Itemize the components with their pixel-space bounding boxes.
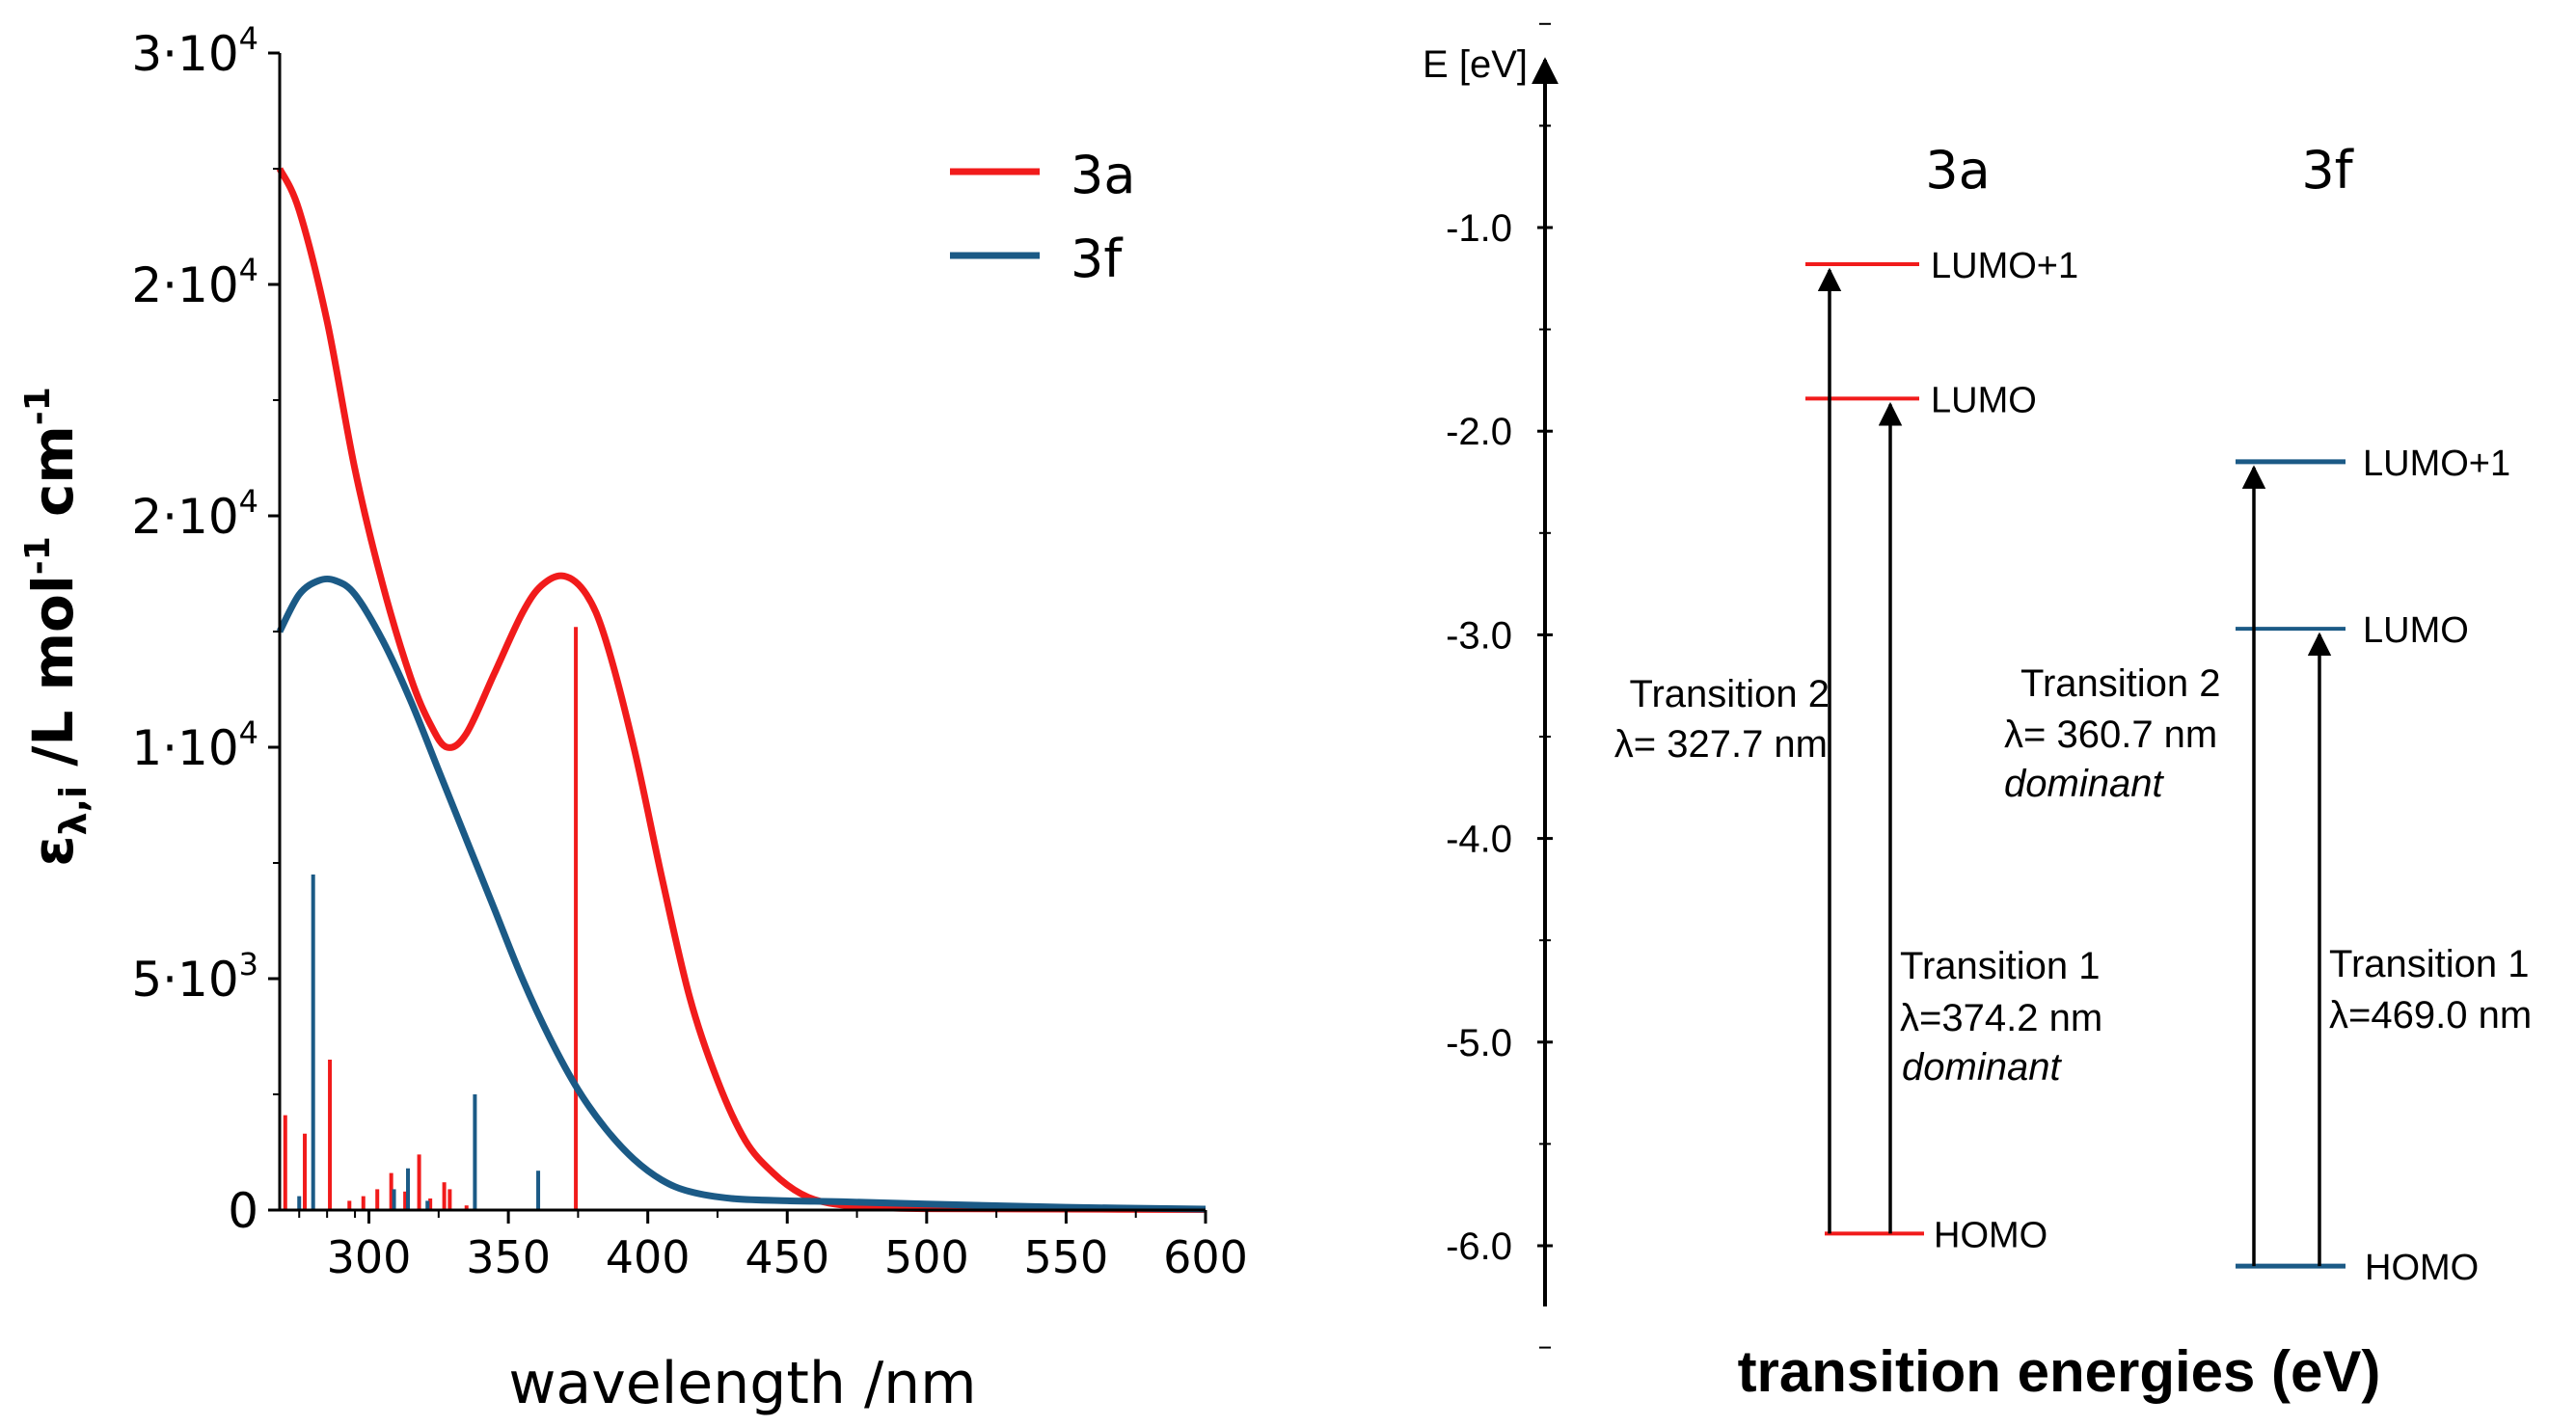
curve-3f — [276, 575, 1207, 1213]
level-label-3a-lumo1: LUMO+1 — [1931, 246, 2078, 286]
y-label-cm: cm — [20, 425, 86, 536]
x-tick-label-5: 550 — [1024, 1231, 1109, 1283]
x-axis-label: wavelength /nm — [508, 1350, 976, 1417]
label-3a-t1-wavelength: λ=374.2 nm — [1900, 997, 2102, 1039]
legend: 3a 3f — [950, 145, 1135, 289]
label-3f-t2-note: dominant — [2004, 763, 2164, 805]
molecule-title-3a: 3a — [1925, 140, 1990, 201]
x-tick-label-0: 300 — [327, 1231, 412, 1283]
label-3a-t2-wavelength: λ= 327.7 nm — [1614, 723, 1828, 766]
energy-tick-label-4: -5.0 — [1446, 1022, 1512, 1064]
y-tick-label-2: 1·104 — [131, 714, 258, 776]
levels-3f: LUMO+1 LUMO HOMO — [2236, 444, 2510, 1288]
label-3f-t1-name: Transition 1 — [2329, 943, 2530, 985]
levels-3a: LUMO+1 LUMO HOMO — [1805, 246, 2078, 1255]
level-label-3f-homo: HOMO — [2365, 1248, 2479, 1288]
y-label-exp1: -1 — [18, 536, 58, 575]
x-ticks: 300 350 400 450 500 550 600 — [298, 1210, 1248, 1283]
label-3a-t1-note: dominant — [1902, 1046, 2062, 1089]
x-tick-label-6: 600 — [1163, 1231, 1248, 1283]
y-label-epsilon: ε — [20, 835, 86, 866]
energy-ticks: -1.0 -2.0 -3.0 -4.0 -5.0 -6.0 — [1446, 22, 1553, 1349]
legend-label-3f: 3f — [1071, 229, 1124, 289]
label-3a-t2-name: Transition 2 — [1630, 673, 1830, 715]
y-ticks: 0 5·103 1·104 2·104 2·104 3·104 — [131, 20, 280, 1239]
energy-diagram: E [eV] -1.0 -2.0 -3.0 -4.0 -5.0 -6.0 3a 3f LU… — [1423, 22, 2532, 1404]
energy-tick-label-3: -4.0 — [1446, 819, 1512, 861]
y-tick-label-5: 3·104 — [131, 20, 258, 82]
label-3f-t2-wavelength: λ= 360.7 nm — [2004, 714, 2217, 756]
stick-spectrum — [283, 627, 579, 1210]
y-label-subscript: λ,i — [52, 786, 95, 836]
energy-x-axis-label: transition energies (eV) — [1738, 1339, 2381, 1404]
energy-tick-label-1: -2.0 — [1446, 411, 1512, 453]
energy-axis-label: E [eV] — [1423, 43, 1528, 86]
x-tick-label-4: 500 — [884, 1231, 969, 1283]
label-3a-t1-name: Transition 1 — [1900, 945, 2101, 987]
level-label-3a-lumo: LUMO — [1931, 380, 2037, 420]
y-tick-label-3: 2·104 — [131, 483, 258, 545]
molecule-title-3f: 3f — [2301, 140, 2354, 201]
label-3f-t2-name: Transition 2 — [2020, 662, 2221, 705]
energy-tick-label-2: -3.0 — [1446, 614, 1512, 657]
level-label-3f-lumo: LUMO — [2363, 610, 2469, 651]
y-axis-label: ελ,i /L mol-1 cm-1 — [18, 387, 95, 867]
label-3f-t1-wavelength: λ=469.0 nm — [2329, 994, 2532, 1037]
x-tick-label-2: 400 — [606, 1231, 691, 1283]
y-tick-label-0: 0 — [228, 1183, 258, 1239]
y-tick-label-1: 5·103 — [131, 946, 258, 1008]
x-tick-label-1: 350 — [466, 1231, 551, 1283]
spectrum-chart: 0 5·103 1·104 2·104 2·104 3·104 300 350 400 450 5… — [18, 20, 1248, 1417]
curve-3a — [276, 167, 1207, 1213]
level-label-3f-lumo1: LUMO+1 — [2363, 444, 2510, 484]
level-label-3a-homo: HOMO — [1934, 1215, 2047, 1255]
energy-tick-label-0: -1.0 — [1446, 207, 1512, 250]
legend-label-3a: 3a — [1071, 145, 1135, 205]
y-label-unit: /L mol — [20, 575, 86, 786]
transition-labels: Transition 2 λ= 327.7 nm Transition 1 λ=… — [1614, 662, 2532, 1089]
x-tick-label-3: 450 — [745, 1231, 829, 1283]
y-tick-label-4: 2·104 — [131, 252, 258, 313]
y-label-exp2: -1 — [18, 387, 58, 425]
energy-tick-label-5: -6.0 — [1446, 1225, 1512, 1268]
